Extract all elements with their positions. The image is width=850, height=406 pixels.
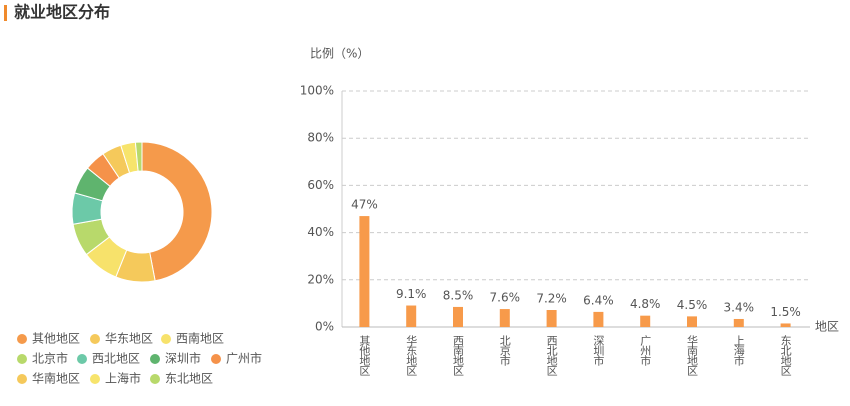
legend-swatch [17, 334, 27, 344]
value-label: 6.4% [583, 293, 614, 307]
value-label: 4.8% [630, 297, 661, 311]
x-tick-label: 华东地区 [405, 334, 418, 376]
x-tick-label: 深圳市 [592, 335, 605, 367]
value-label: 7.6% [490, 291, 521, 305]
x-tick-label: 西南地区 [452, 335, 465, 376]
x-tick-label: 其他地区 [358, 335, 371, 376]
legend-swatch [150, 374, 160, 384]
bar [453, 306, 463, 327]
bar [780, 323, 791, 327]
bar [733, 318, 744, 327]
legend-swatch [161, 334, 171, 344]
x-tick-label: 西北地区 [545, 335, 558, 376]
legend-swatch [211, 354, 221, 364]
x-tick-label: 东北地区 [779, 335, 792, 376]
bar [546, 310, 557, 327]
y-tick-label: 20% [307, 272, 334, 286]
x-tick-label: 广州市 [639, 335, 652, 367]
y-tick-label: 40% [307, 225, 334, 239]
value-label: 9.1% [396, 287, 427, 301]
bar [593, 311, 604, 327]
y-tick-label: 0% [315, 320, 334, 334]
y-tick-label: 60% [307, 178, 334, 192]
value-label: 3.4% [724, 300, 755, 314]
bar [406, 305, 417, 327]
legend-label: 其他地区 [32, 332, 80, 346]
legend-swatch [150, 354, 160, 364]
legend-swatch [90, 374, 100, 384]
y-axis-label: 比例（%） [310, 47, 369, 61]
legend-swatch [17, 354, 27, 364]
x-axis-label: 地区 [815, 320, 839, 334]
legend-label: 上海市 [105, 371, 141, 386]
x-tick-label: 华南地区 [686, 334, 699, 376]
bar [687, 316, 697, 327]
value-label: 7.2% [536, 292, 567, 306]
value-label: 1.5% [770, 305, 801, 319]
legend-label: 西北地区 [92, 352, 140, 366]
value-label: 4.5% [677, 298, 708, 312]
legend-label: 北京市 [32, 351, 68, 366]
y-tick-label: 80% [307, 131, 334, 145]
legend-label: 华南地区 [32, 371, 80, 386]
x-tick-label: 上海市 [732, 335, 745, 367]
bar [640, 315, 651, 327]
y-tick-label: 100% [300, 84, 334, 98]
value-label: 8.5% [443, 288, 474, 302]
x-tick-label: 北京市 [498, 335, 511, 367]
legend-swatch [77, 354, 87, 364]
legend-swatch [17, 374, 27, 384]
title-accent [4, 5, 7, 21]
bar [359, 216, 370, 327]
legend-label: 西南地区 [176, 331, 224, 346]
value-label: 47% [351, 198, 378, 212]
legend-label: 广州市 [226, 351, 262, 366]
legend-label: 东北地区 [165, 372, 213, 386]
bar [499, 309, 510, 327]
donut-segment [141, 141, 213, 282]
legend-label: 华东地区 [105, 332, 153, 346]
legend-label: 深圳市 [165, 351, 201, 366]
legend-swatch [90, 334, 100, 344]
donut-segment [134, 141, 143, 172]
page-title: 就业地区分布 [14, 3, 110, 22]
